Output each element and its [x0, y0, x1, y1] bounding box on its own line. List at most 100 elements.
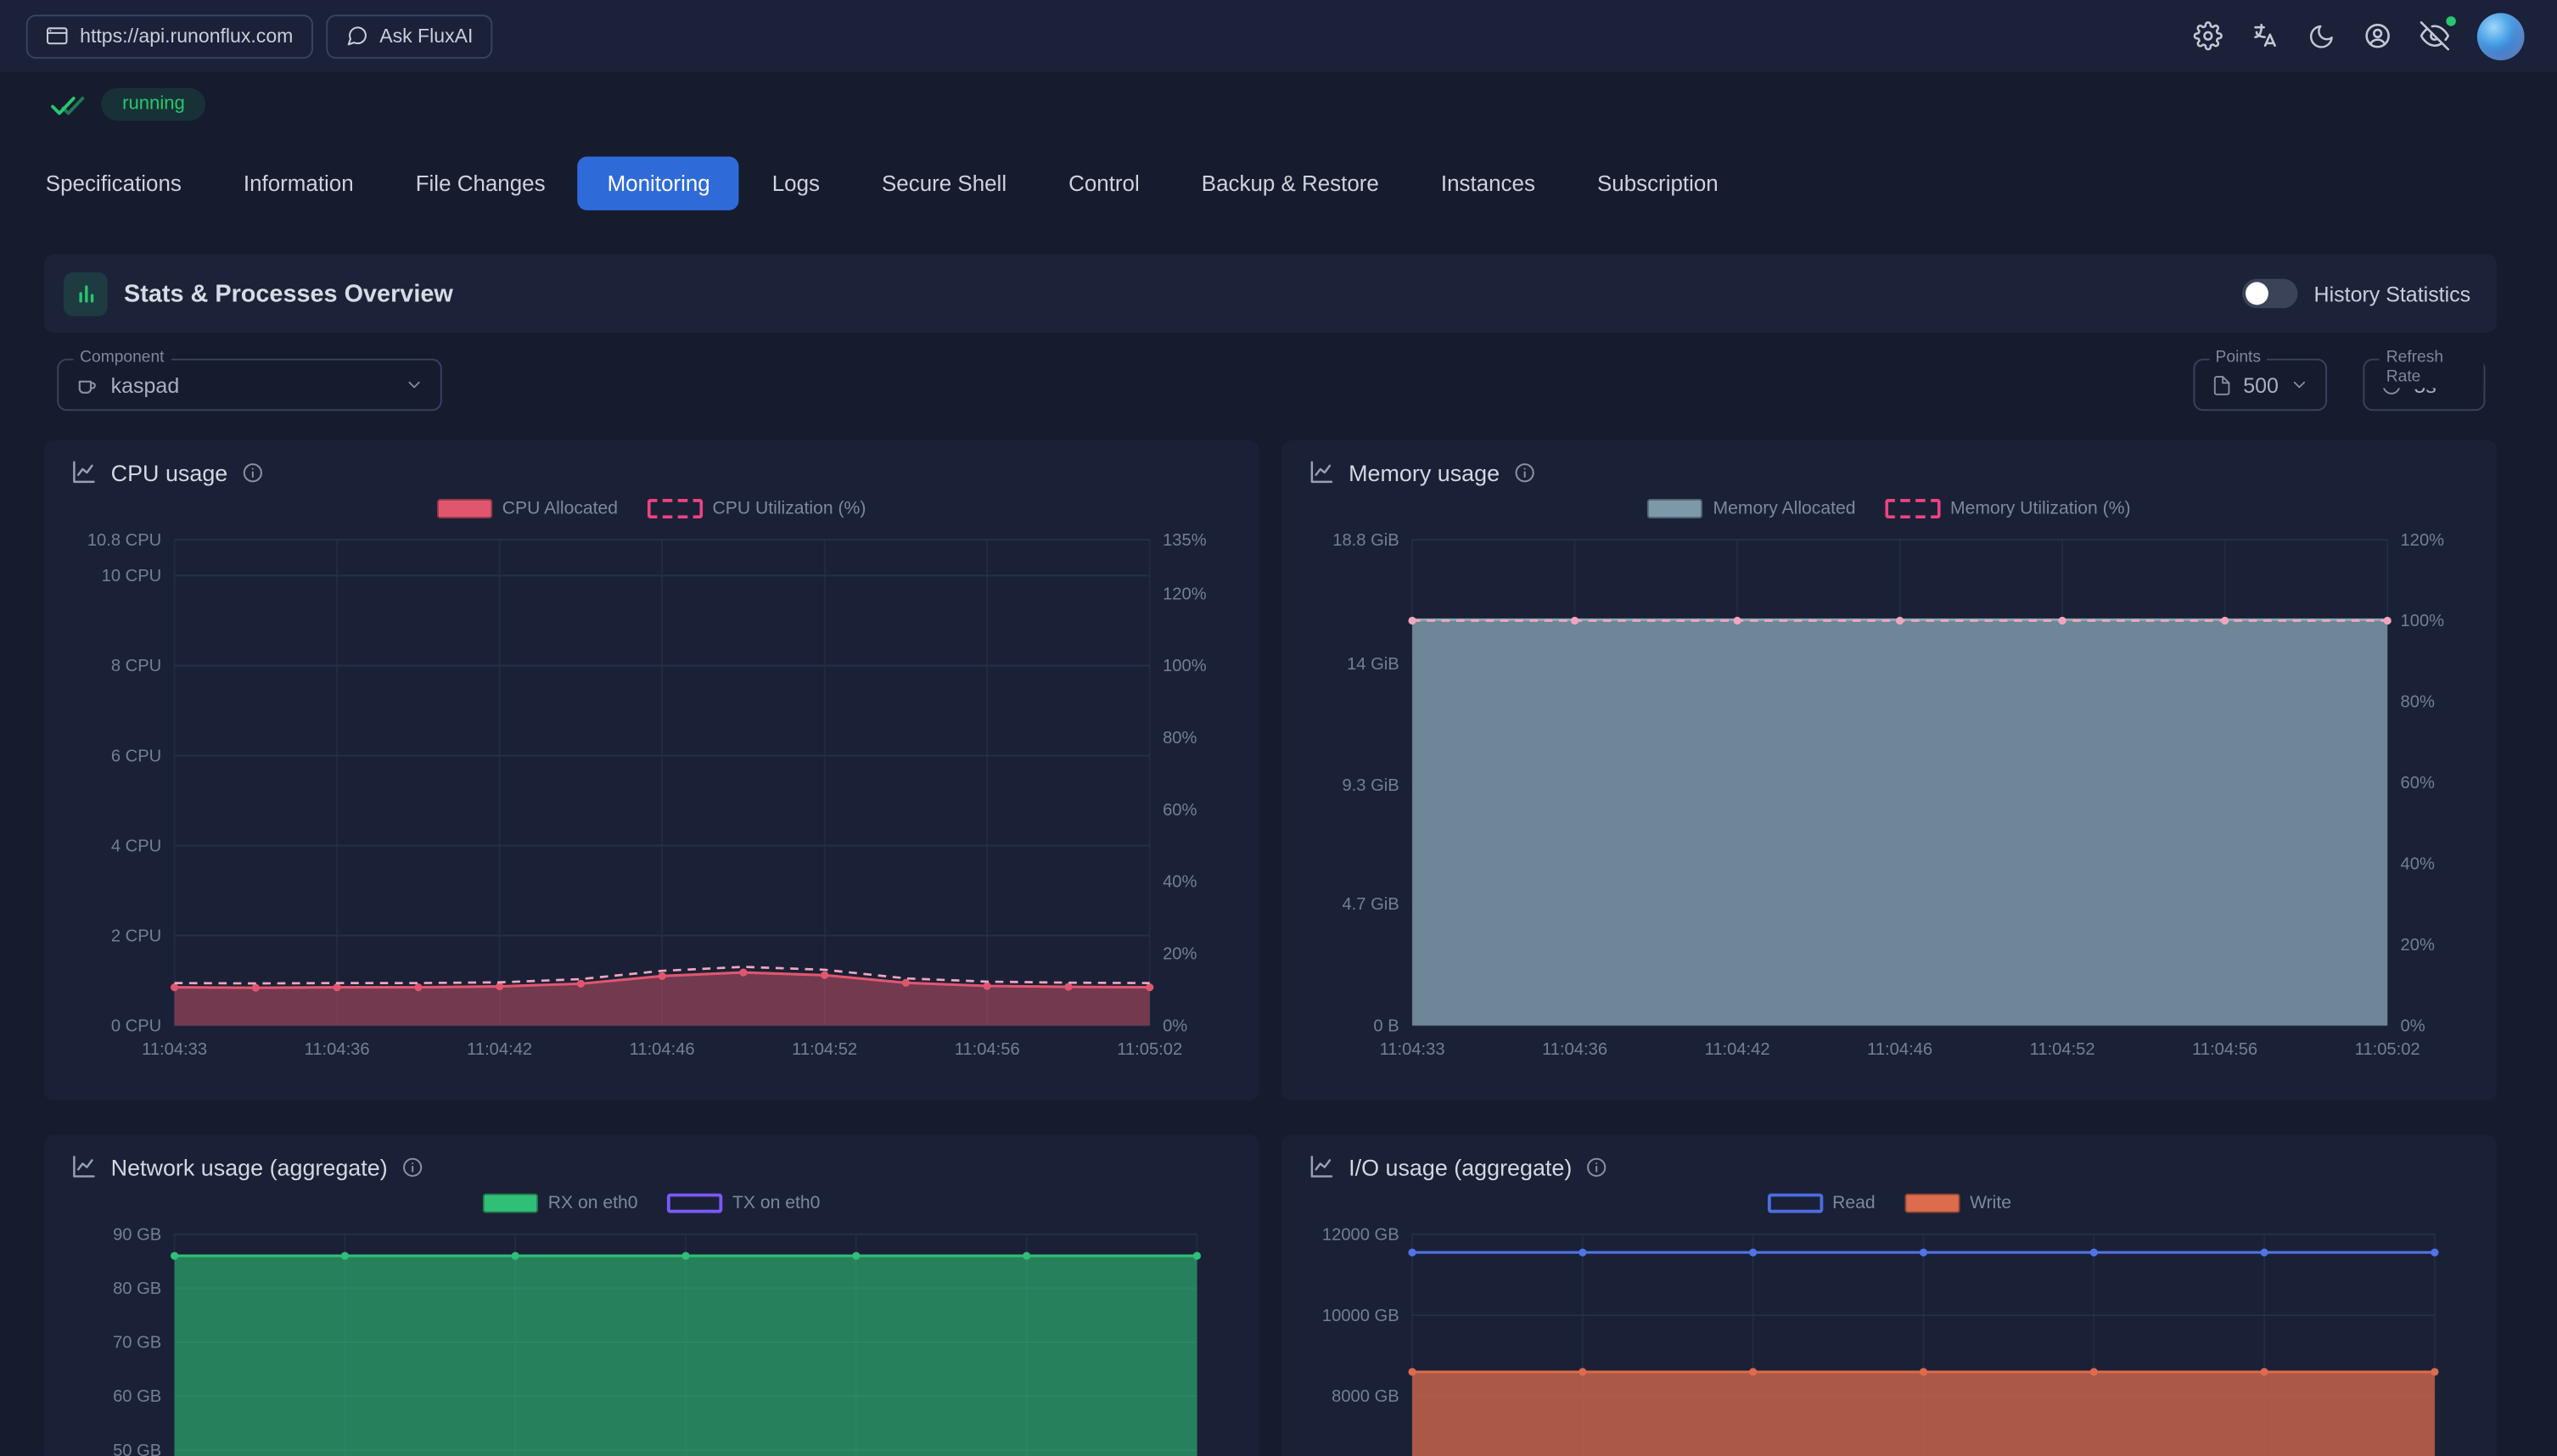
dark-mode-icon[interactable] — [2307, 22, 2336, 50]
legend-item[interactable]: CPU Allocated — [436, 498, 619, 519]
svg-text:18.8 GiB: 18.8 GiB — [1332, 531, 1399, 550]
svg-text:9.3 GiB: 9.3 GiB — [1342, 776, 1399, 795]
svg-text:11:04:42: 11:04:42 — [1705, 1040, 1770, 1059]
tab-monitoring[interactable]: Monitoring — [577, 156, 740, 210]
file-icon — [2211, 374, 2232, 395]
chart-title: I/O usage (aggregate) — [1349, 1153, 1573, 1180]
legend-item[interactable]: Write — [1904, 1193, 2011, 1213]
info-icon[interactable] — [241, 461, 264, 484]
svg-text:40%: 40% — [2401, 855, 2435, 874]
cpu-usage-card: CPU usage CPU Allocated CPU Utilization (… — [43, 440, 1259, 1101]
legend-swatch — [647, 498, 703, 519]
tab-information[interactable]: Information — [243, 171, 354, 196]
legend-label: CPU Utilization (%) — [712, 498, 866, 519]
top-bar: https://api.runonflux.com Ask FluxAI — [0, 0, 2557, 72]
history-statistics-toggle[interactable] — [2241, 278, 2298, 309]
io-usage-card-canvas[interactable]: 12000 GB 10000 GB 8000 GB — [1281, 1134, 2497, 1456]
svg-text:20%: 20% — [2401, 936, 2435, 955]
history-statistics-label: History Statistics — [2313, 281, 2471, 306]
svg-text:100%: 100% — [1163, 657, 1207, 675]
legend-swatch — [436, 498, 493, 519]
tab-control[interactable]: Control — [1068, 171, 1140, 196]
tab-logs[interactable]: Logs — [771, 171, 820, 196]
svg-text:120%: 120% — [1163, 585, 1207, 603]
svg-text:0%: 0% — [2401, 1016, 2425, 1035]
refresh-rate-select[interactable]: Refresh Rate 5s — [2363, 349, 2486, 412]
tab-subscription[interactable]: Subscription — [1596, 171, 1719, 196]
svg-text:8 CPU: 8 CPU — [111, 657, 161, 675]
legend-swatch — [1767, 1193, 1823, 1213]
status-dot — [2446, 16, 2456, 26]
browser-icon — [46, 25, 69, 48]
verified-check-icon — [49, 87, 85, 122]
page-title: Stats & Processes Overview — [124, 279, 453, 308]
avatar[interactable] — [2476, 12, 2525, 60]
chart-legend: RX on eth0 TX on eth0 — [44, 1193, 1259, 1213]
user-circle-icon[interactable] — [2363, 21, 2392, 51]
legend-swatch — [1904, 1193, 1960, 1213]
svg-text:11:04:36: 11:04:36 — [1542, 1040, 1607, 1059]
bar-chart-icon — [63, 271, 108, 316]
cpu-usage-card-canvas[interactable]: 11:04:33 11:04:36 11:04:42 11:04:46 11:04:52… — [44, 440, 1259, 1100]
settings-icon[interactable] — [2193, 21, 2223, 51]
charts-grid: CPU usage CPU Allocated CPU Utilization (… — [43, 440, 2497, 1456]
svg-text:40%: 40% — [1163, 873, 1197, 892]
legend-swatch — [1647, 498, 1703, 519]
legend-item[interactable]: TX on eth0 — [667, 1193, 820, 1213]
tab-backup-restore[interactable]: Backup & Restore — [1201, 171, 1379, 196]
svg-text:11:04:52: 11:04:52 — [2030, 1040, 2095, 1059]
tab-instances[interactable]: Instances — [1440, 171, 1535, 196]
memory-usage-card-canvas[interactable]: 11:04:33 11:04:36 11:04:42 11:04:46 11:04:52… — [1281, 440, 2497, 1100]
svg-text:6 CPU: 6 CPU — [111, 747, 161, 765]
memory-usage-card: Memory usage Memory Allocated Memory Util… — [1281, 440, 2497, 1101]
legend-item[interactable]: Read — [1767, 1193, 1876, 1213]
points-select-label: Points — [2208, 349, 2268, 369]
info-icon[interactable] — [1512, 461, 1535, 484]
tab-secure-shell[interactable]: Secure Shell — [881, 171, 1007, 196]
privacy-eye-icon[interactable] — [2420, 16, 2456, 51]
legend-item[interactable]: RX on eth0 — [482, 1193, 638, 1213]
svg-text:11:04:33: 11:04:33 — [1380, 1040, 1445, 1059]
svg-text:60%: 60% — [2401, 774, 2435, 792]
legend-item[interactable]: CPU Utilization (%) — [647, 498, 866, 519]
svg-text:11:04:36: 11:04:36 — [305, 1040, 370, 1059]
legend-label: Read — [1832, 1193, 1876, 1213]
svg-text:70 GB: 70 GB — [113, 1334, 161, 1352]
legend-label: CPU Allocated — [502, 498, 619, 519]
svg-text:10.8 CPU: 10.8 CPU — [87, 531, 161, 550]
ask-fluxai-button[interactable]: Ask FluxAI — [325, 14, 493, 59]
svg-text:90 GB: 90 GB — [113, 1225, 161, 1244]
legend-swatch — [1885, 498, 1941, 519]
svg-text:11:04:56: 11:04:56 — [2192, 1040, 2257, 1059]
svg-text:11:04:46: 11:04:46 — [1867, 1040, 1932, 1059]
api-url-box[interactable]: https://api.runonflux.com — [25, 14, 313, 59]
points-select-value: 500 — [2243, 372, 2279, 397]
legend-label: RX on eth0 — [547, 1193, 638, 1213]
svg-text:60 GB: 60 GB — [113, 1387, 161, 1406]
translate-icon[interactable] — [2251, 21, 2280, 51]
tab-file-changes[interactable]: File Changes — [415, 171, 546, 196]
line-chart-icon — [1308, 458, 1336, 486]
info-icon[interactable] — [1585, 1155, 1608, 1178]
status-badge: running — [101, 87, 206, 121]
chevron-down-icon — [2290, 375, 2309, 395]
svg-text:60%: 60% — [1163, 801, 1197, 820]
network-usage-card-canvas[interactable]: 90 GB 80 GB 70 GB 60 GB 50 GB — [44, 1134, 1259, 1456]
svg-text:12000 GB: 12000 GB — [1322, 1225, 1399, 1244]
mug-icon — [75, 372, 99, 397]
legend-label: Memory Allocated — [1713, 498, 1856, 519]
points-select[interactable]: Points 500 — [2192, 349, 2328, 412]
svg-text:11:05:02: 11:05:02 — [1117, 1040, 1182, 1059]
legend-item[interactable]: Memory Allocated — [1647, 498, 1856, 519]
component-select[interactable]: Component kaspad — [57, 349, 442, 412]
chart-title: Network usage (aggregate) — [110, 1153, 388, 1180]
legend-item[interactable]: Memory Utilization (%) — [1885, 498, 2131, 519]
svg-text:80%: 80% — [1163, 729, 1197, 748]
chevron-down-icon — [405, 375, 424, 395]
topbar-actions — [2193, 12, 2525, 60]
svg-text:10000 GB: 10000 GB — [1322, 1307, 1399, 1325]
chart-controls: Component kaspad Points 500 — [44, 349, 2497, 414]
info-icon[interactable] — [401, 1155, 423, 1178]
tab-specifications[interactable]: Specifications — [45, 171, 182, 196]
